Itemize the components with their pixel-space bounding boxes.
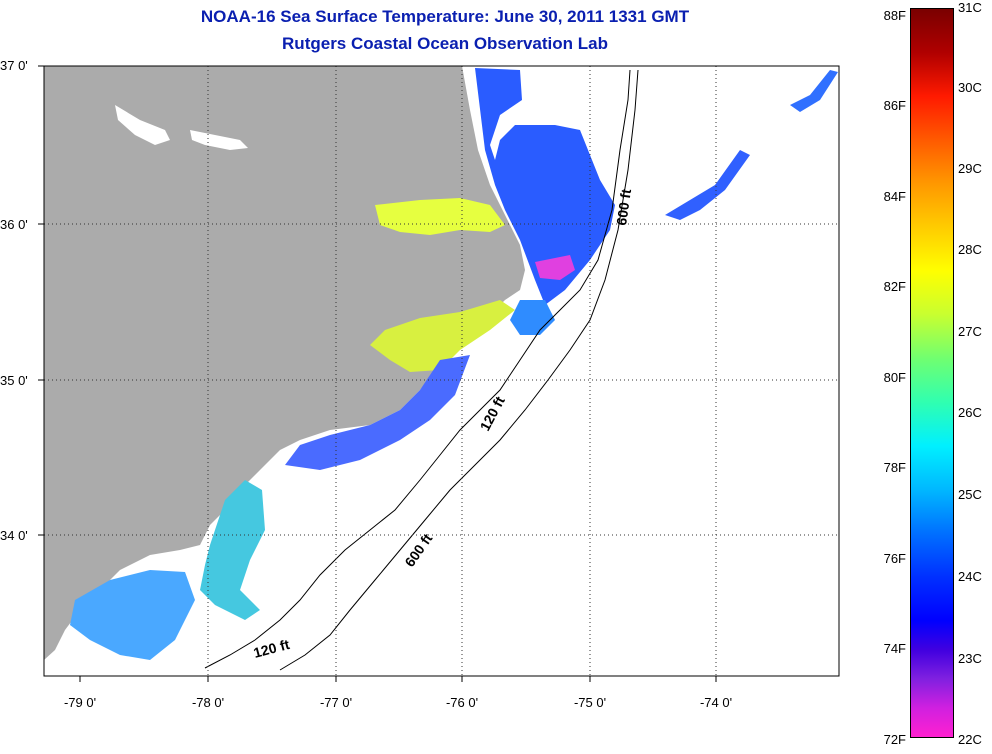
sst-map: 120 ft 600 ft 600 ft 120 ft	[38, 65, 840, 682]
pamlico-sound	[370, 300, 515, 372]
colorbar-label-82f: 82F	[883, 279, 906, 294]
lat-label-37: 37 0'	[0, 58, 28, 73]
sst-patch-coast	[285, 355, 470, 470]
colorbar-label-25c: 25C	[958, 487, 982, 502]
colorbar-label-28c: 28C	[958, 242, 982, 257]
colorbar-label-30c: 30C	[958, 80, 982, 95]
sst-patch-magenta	[535, 255, 575, 280]
colorbar-label-86f: 86F	[883, 98, 906, 113]
temperature-colorbar	[910, 8, 954, 738]
lon-label-74: -74 0'	[699, 695, 733, 710]
river-white-1	[115, 105, 170, 145]
sst-patch-southwest	[70, 570, 195, 660]
sst-patch-northeast	[790, 70, 838, 112]
lon-label-77: -77 0'	[319, 695, 353, 710]
graticule	[44, 66, 839, 676]
colorbar-label-29c: 29C	[958, 161, 982, 176]
colorbar-label-22c: 22C	[958, 732, 982, 747]
colorbar-label-23c: 23C	[958, 651, 982, 666]
colorbar-label-74f: 74F	[883, 641, 906, 656]
colorbar-label-24c: 24C	[958, 569, 982, 584]
map-subtitle: Rutgers Coastal Ocean Observation Lab	[282, 34, 608, 53]
lon-label-76: -76 0'	[445, 695, 479, 710]
colorbar-label-76f: 76F	[883, 551, 906, 566]
lat-label-34: 34 0'	[0, 528, 28, 543]
colorbar-label-26c: 26C	[958, 405, 982, 420]
colorbar-label-84f: 84F	[883, 189, 906, 204]
colorbar-label-31c: 31C	[958, 0, 982, 15]
sst-patch-offshore	[665, 150, 750, 220]
colorbar-label-88f: 88F	[883, 8, 906, 23]
map-border	[43, 65, 840, 677]
lon-label-78: -78 0'	[191, 695, 225, 710]
map-title: NOAA-16 Sea Surface Temperature: June 30…	[200, 7, 690, 26]
lon-label-79: -79 0'	[63, 695, 97, 710]
river-white-2	[190, 130, 248, 150]
lat-label-35: 35 0'	[0, 373, 28, 388]
lon-label-75: -75 0'	[573, 695, 607, 710]
colorbar-label-27c: 27C	[958, 324, 982, 339]
lat-label-36: 36 0'	[0, 217, 28, 232]
sst-patch-north	[475, 68, 615, 305]
contour-600ft	[279, 69, 639, 671]
contour-120ft	[204, 69, 631, 669]
colorbar-label-72f: 72F	[883, 732, 906, 747]
albemarle-sound	[375, 198, 505, 235]
colorbar-label-78f: 78F	[883, 460, 906, 475]
tick-marks	[38, 65, 717, 682]
contour-label-600ft-north: 600 ft	[613, 188, 634, 227]
sst-patch-south	[200, 480, 265, 620]
colorbar-label-80f: 80F	[883, 370, 906, 385]
